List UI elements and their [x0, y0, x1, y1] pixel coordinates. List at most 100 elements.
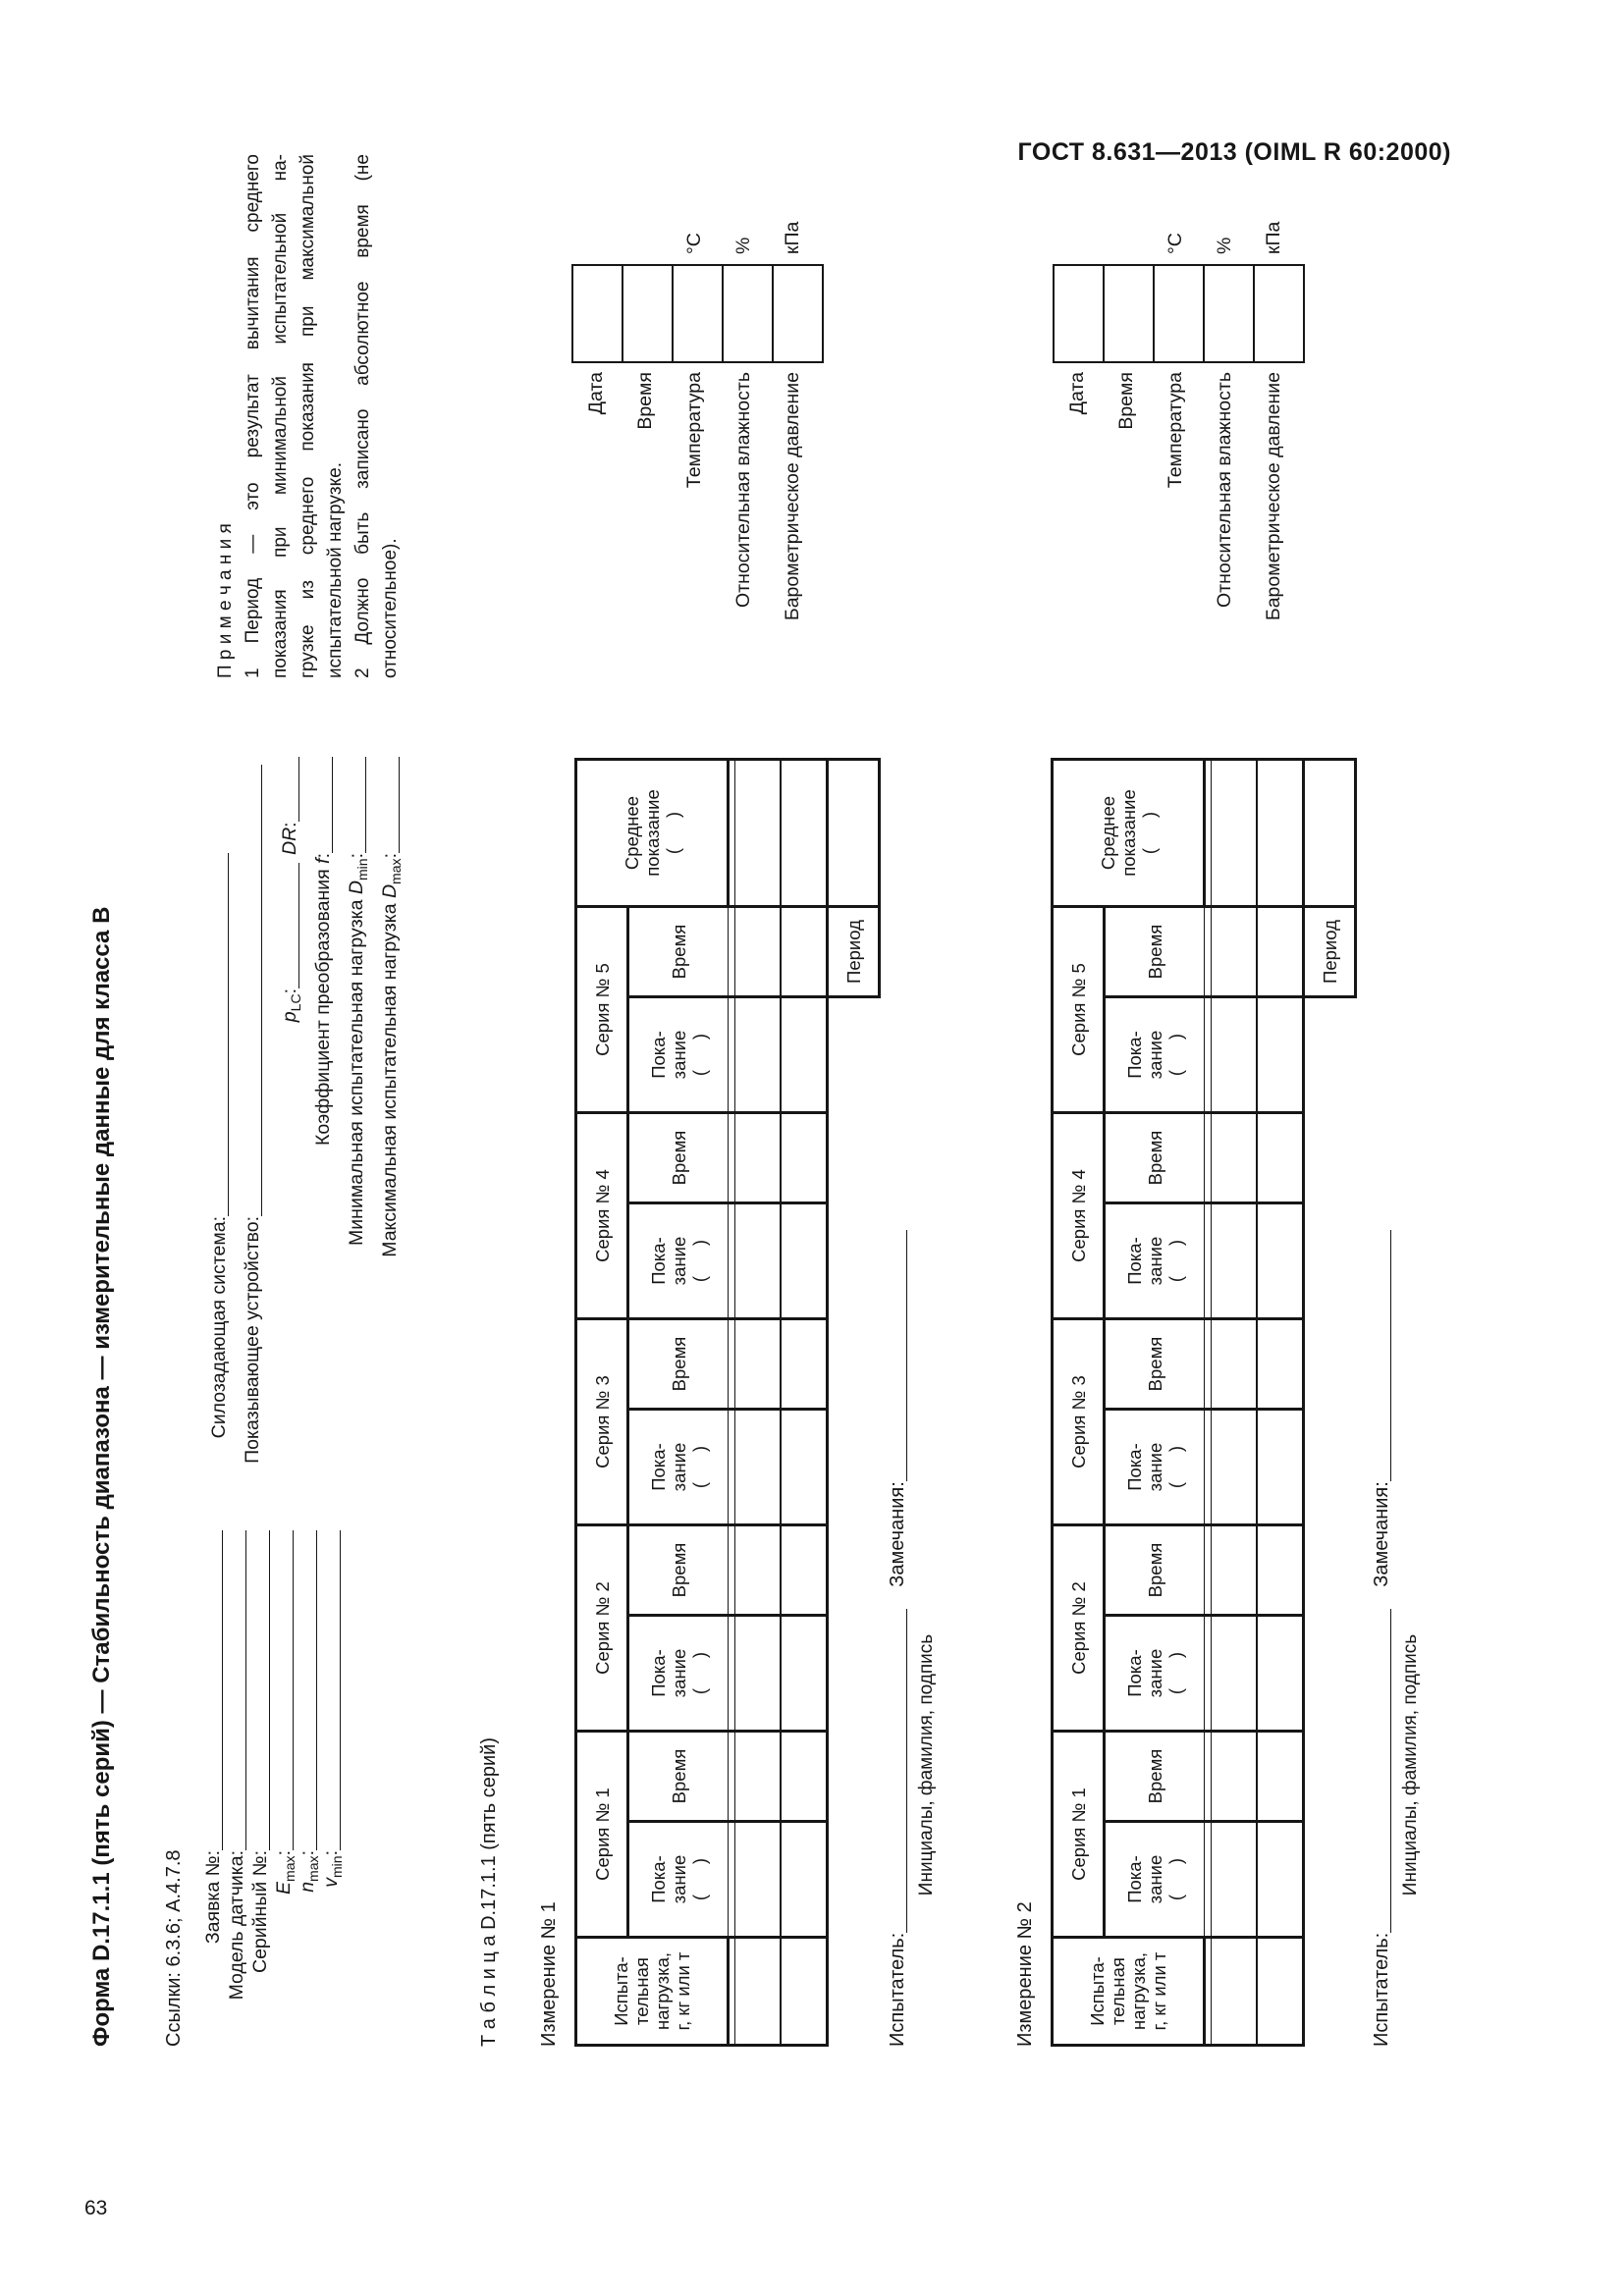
series-5-header: Серия № 5: [575, 906, 628, 1113]
env-unit-celsius: °C: [683, 233, 705, 254]
spacer: [828, 997, 880, 2046]
env-cell: [724, 266, 774, 361]
period-value-cell: [1303, 759, 1356, 907]
note-line: 1 Период — это результат вычитания средн…: [243, 154, 263, 678]
time-subheader: Время: [1104, 1731, 1205, 1822]
time-subheader: Время: [1104, 1112, 1205, 1203]
cell: [728, 759, 735, 907]
field-label: nmax:: [297, 1850, 321, 1893]
env-label-pressure: Барометрическое давление: [782, 372, 803, 621]
cell: [1257, 906, 1304, 997]
env-cell: [1055, 266, 1105, 361]
env-label-temperature: Температура: [683, 372, 705, 489]
cell: [1211, 906, 1257, 997]
cell: [781, 1409, 828, 1525]
cell: [781, 1937, 828, 2046]
notes-block: П р и м е ч а н и я 1 Период — это резул…: [212, 154, 405, 678]
remarks-label: Замечания:: [1371, 1481, 1392, 1587]
env-cell: [674, 266, 724, 361]
cell: [734, 1202, 781, 1319]
reading-subheader: Пока-зание( ): [627, 1821, 729, 1938]
signature-row-2: Испытатель: Замечания:: [1371, 1230, 1393, 2047]
cell: [781, 1731, 828, 1822]
series-3-header: Серия № 3: [575, 1318, 628, 1525]
reading-subheader: Пока-зание( ): [627, 996, 729, 1113]
reading-subheader: Пока-зание( ): [1104, 1202, 1205, 1319]
period-label-cell: Период: [827, 906, 880, 997]
measurement-1-label: Измерение № 1: [538, 1901, 560, 2047]
blank-line: [365, 757, 366, 853]
field-conversion-factor: Коэффициент преобразования f:: [312, 757, 335, 1746]
cell: [734, 1731, 781, 1822]
data-row: [781, 759, 828, 2046]
cell: [1204, 1731, 1212, 1822]
cell: [1257, 1202, 1304, 1319]
blank-line: [298, 863, 299, 988]
field-dmax: Максимальная испытательная нагрузка Dmax…: [379, 757, 404, 1746]
field-label: Минимальная испытательная нагрузка Dmin:: [346, 853, 370, 1246]
field-indicating-device: Показывающее устройство:: [242, 765, 264, 1746]
series-5-header: Серия № 5: [1052, 906, 1105, 1113]
cell: [734, 1409, 781, 1525]
signature-caption-1: Инициалы, фамилия, подпись: [916, 1633, 937, 1896]
cell: [734, 1937, 781, 2046]
cell: [1211, 1524, 1257, 1616]
time-subheader: Время: [627, 1112, 729, 1203]
env-label-temperature: Температура: [1164, 372, 1186, 489]
cell: [1257, 1937, 1304, 2046]
field-label: Модель датчика:: [226, 1850, 247, 2001]
series-2-header: Серия № 2: [1052, 1524, 1105, 1732]
cell: [1204, 1202, 1212, 1319]
cell: [781, 1112, 828, 1203]
env-value-boxes-1: [571, 264, 824, 363]
data-row: [1211, 759, 1257, 2046]
cell: [728, 1409, 735, 1525]
cell: [1211, 759, 1257, 907]
tester-label: Испытатель:: [887, 1932, 908, 2047]
cell: [728, 1202, 735, 1319]
cell: [734, 996, 781, 1113]
time-subheader: Время: [627, 1731, 729, 1822]
env-unit-percent: %: [732, 237, 754, 254]
note-line: 2 Должно быть записано абсолютное время …: [352, 154, 373, 678]
notes-heading: П р и м е ч а н и я: [215, 523, 236, 678]
time-subheader: Время: [627, 906, 729, 997]
field-label: Emax:: [273, 1850, 298, 1895]
cell: [734, 1318, 781, 1410]
time-subheader: Время: [1104, 1318, 1205, 1410]
cell: [1211, 1937, 1257, 2046]
field-force-system: Силозадающая система:: [208, 853, 231, 1746]
note-line: показания при минимальной испытательной …: [270, 154, 291, 678]
cell: [781, 1524, 828, 1616]
cell: [1204, 1409, 1212, 1525]
period-value-cell: [827, 759, 880, 907]
cell: [1257, 1821, 1304, 1938]
blank-line: [261, 765, 262, 1216]
cell: [1204, 1318, 1212, 1410]
cell: [728, 1615, 735, 1732]
cell: [728, 1318, 735, 1410]
field-plc-dr: pLC: DR:: [279, 757, 303, 1746]
time-subheader: Время: [1104, 1524, 1205, 1616]
cell: [1257, 759, 1304, 907]
field-label: Силозадающая система:: [208, 1216, 230, 1439]
reading-subheader: Пока-зание( ): [1104, 1821, 1205, 1938]
field-dmin: Минимальная испытательная нагрузка Dmin:: [346, 757, 370, 1746]
cell: [1211, 1202, 1257, 1319]
cell: [1257, 1615, 1304, 1732]
cell: [1204, 906, 1212, 997]
cell: [1204, 1524, 1212, 1616]
mean-reading-header: Среднее показание( ): [1052, 759, 1205, 907]
cell: [1211, 1318, 1257, 1410]
env-label-humidity: Относительная влажность: [732, 372, 754, 609]
signature-line: [1390, 1608, 1391, 1933]
reading-subheader: Пока-зание( ): [1104, 996, 1205, 1113]
env-label-time: Время: [1115, 372, 1137, 430]
cell: [1204, 1112, 1212, 1203]
cell: [728, 1731, 735, 1822]
field-label: Заявка №:: [202, 1850, 224, 1945]
cell: [728, 1524, 735, 1616]
cell: [1257, 996, 1304, 1113]
env-cell: [774, 266, 822, 361]
